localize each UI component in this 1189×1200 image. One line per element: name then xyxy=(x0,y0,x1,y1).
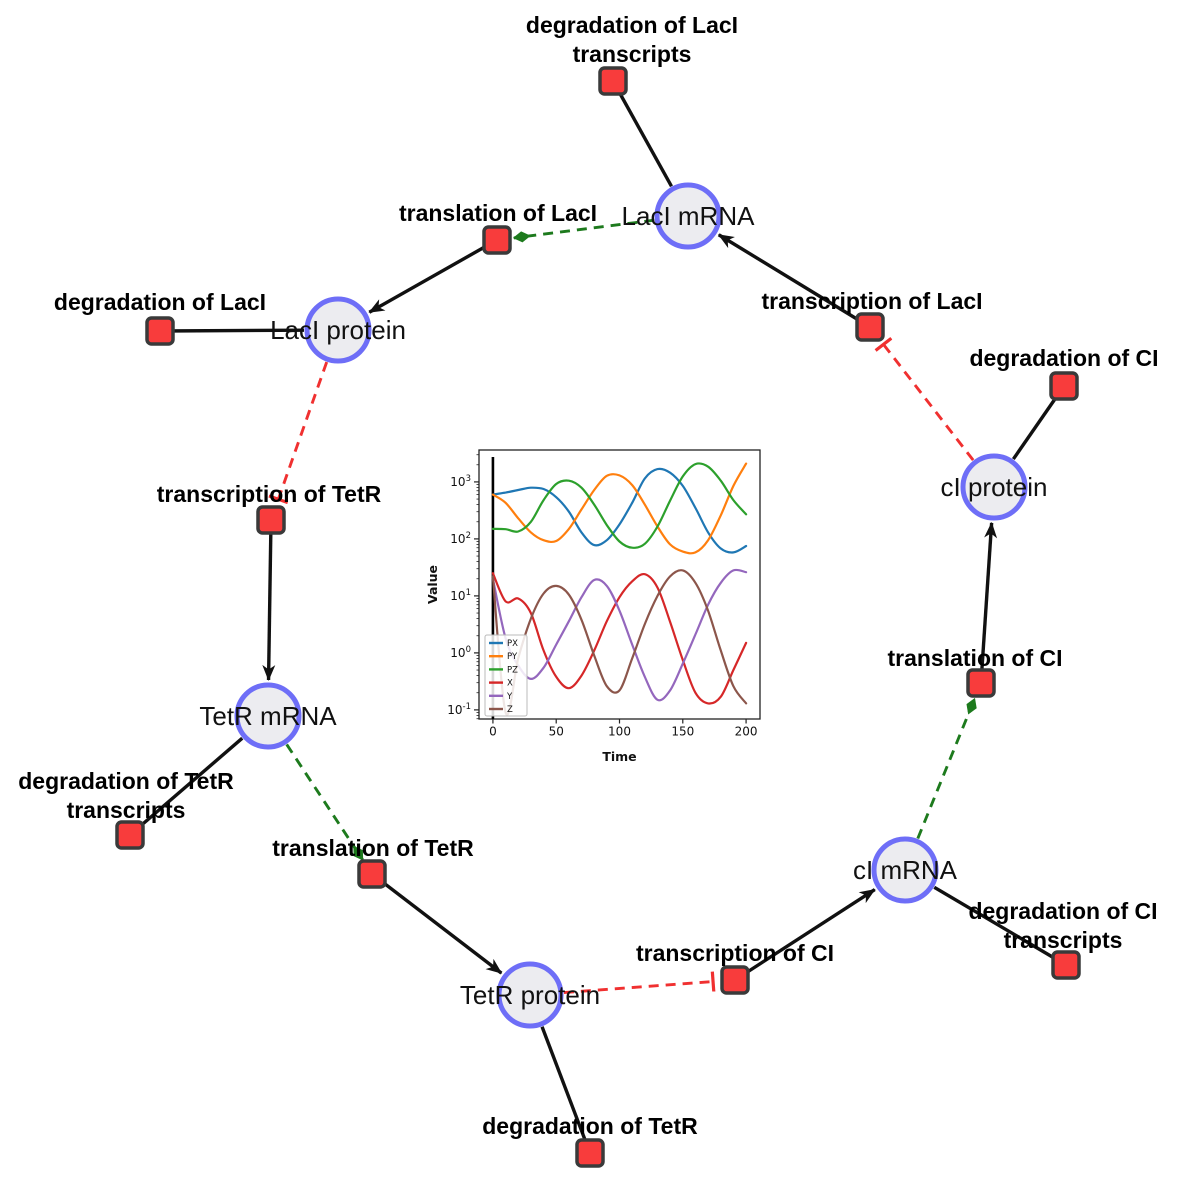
edge-tetr_mrna-deg_tetr_tx xyxy=(128,736,244,837)
y-axis-label: Value xyxy=(426,565,440,604)
reaction-node-deg_ci[interactable] xyxy=(1049,371,1079,401)
x-tick-label: 150 xyxy=(671,725,694,739)
species-node-laci_protein[interactable] xyxy=(304,296,372,364)
edge-transcription_laci-laci_mrna xyxy=(717,233,871,329)
reaction-label-transcription_laci: transcription of LacI xyxy=(761,288,982,314)
legend-label-X: X xyxy=(507,679,513,689)
edge-translation_ci-ci_protein xyxy=(979,521,998,684)
species-node-ci_mrna[interactable] xyxy=(871,836,939,904)
reaction-label-translation_ci: translation of CI xyxy=(887,645,1062,671)
edge-ci_mrna-deg_ci_tx xyxy=(933,885,1067,967)
legend-box xyxy=(484,634,528,717)
reaction-node-translation_ci[interactable] xyxy=(966,668,996,698)
reaction-label-translation_tetr: translation of TetR xyxy=(272,835,474,861)
edge-transcription_ci-ci_mrna xyxy=(734,888,876,982)
edge-tetr_protein-deg_tetr xyxy=(540,1026,592,1154)
reaction-node-transcription_laci[interactable] xyxy=(855,312,885,342)
reaction-node-deg_laci_tx[interactable] xyxy=(598,66,628,96)
species-node-laci_mrna[interactable] xyxy=(654,182,722,250)
legend-label-Y: Y xyxy=(506,692,513,702)
reaction-label-deg_laci: degradation of LacI xyxy=(54,289,266,315)
edge-translation_laci-laci_protein xyxy=(368,238,498,314)
legend-label-PZ: PZ xyxy=(507,665,518,675)
edge-ci_mrna-translation_ci xyxy=(916,697,977,840)
reaction-node-deg_laci[interactable] xyxy=(145,316,175,346)
nodes xyxy=(115,66,1081,1168)
species-label-ci_protein: cI protein xyxy=(941,472,1048,502)
y-tick-label: 10-1 xyxy=(447,702,471,717)
species-node-ci_protein[interactable] xyxy=(960,453,1028,521)
reaction-node-deg_tetr_tx[interactable] xyxy=(115,820,145,850)
legend-label-PX: PX xyxy=(507,639,518,649)
y-tick-label: 100 xyxy=(450,645,471,660)
y-tick-label: 101 xyxy=(450,588,471,603)
series-PY xyxy=(491,462,748,555)
edge-laci_protein-deg_laci xyxy=(159,328,305,333)
reaction-label-deg_ci_tx: degradation of CI transcripts xyxy=(968,898,1157,953)
species-label-tetr_protein: TetR protein xyxy=(460,980,600,1010)
reaction-label-deg_laci_tx: degradation of LacI transcripts xyxy=(526,12,738,67)
species-label-ci_mrna: cI mRNA xyxy=(853,855,958,885)
species-label-laci_protein: LacI protein xyxy=(270,315,406,345)
edge-ci_protein-transcription_laci xyxy=(874,336,975,462)
legend-label-Z: Z xyxy=(507,705,513,715)
edge-translation_tetr-tetr_protein xyxy=(370,872,503,975)
reaction-label-deg_ci: degradation of CI xyxy=(969,345,1158,371)
reaction-node-deg_ci_tx[interactable] xyxy=(1051,950,1081,980)
edge-tetr_protein-transcription_ci xyxy=(563,971,716,994)
edge-tetr_mrna-translation_tetr xyxy=(285,743,364,861)
labels: degradation of LacI transcripts translatio… xyxy=(18,12,1158,1139)
reaction-node-transcription_ci[interactable] xyxy=(720,965,750,995)
species-label-laci_mrna: LacI mRNA xyxy=(622,201,756,231)
reaction-node-deg_tetr[interactable] xyxy=(575,1138,605,1168)
series-Y xyxy=(491,568,748,702)
edge-laci_protein-transcription_tetr xyxy=(268,361,329,505)
series-X xyxy=(491,572,748,705)
species-label-tetr_mrna: TetR mRNA xyxy=(199,701,337,731)
reaction-node-translation_laci[interactable] xyxy=(482,225,512,255)
timecourse-plot: 0 50 100 150 200 10-1 100 101 102 103 Time Value PX P… xyxy=(425,436,774,766)
x-tick-label: 100 xyxy=(608,725,631,739)
edges xyxy=(128,80,1067,1154)
species-node-tetr_mrna[interactable] xyxy=(234,682,302,750)
reaction-node-transcription_tetr[interactable] xyxy=(256,505,286,535)
plot-svg: 0 50 100 150 200 10-1 100 101 102 103 Time Value PX P… xyxy=(425,449,761,764)
legend-label-PY: PY xyxy=(507,652,518,662)
species-node-tetr_protein[interactable] xyxy=(496,961,564,1029)
x-tick-label: 0 xyxy=(489,725,497,739)
reaction-label-translation_laci: translation of LacI xyxy=(399,200,597,226)
series-PX xyxy=(491,467,748,554)
series-PZ xyxy=(491,462,748,549)
reaction-node-translation_tetr[interactable] xyxy=(357,859,387,889)
x-axis-label: Time xyxy=(602,749,636,764)
edge-laci_mrna-translation_laci xyxy=(512,218,655,243)
y-tick-label: 103 xyxy=(450,474,471,489)
reaction-label-deg_tetr: degradation of TetR xyxy=(482,1113,698,1139)
reaction-label-deg_tetr_tx: degradation of TetR transcripts xyxy=(18,768,234,823)
series-Z xyxy=(491,569,748,716)
y-tick-label: 102 xyxy=(450,531,471,546)
reaction-label-transcription_tetr: transcription of TetR xyxy=(157,481,382,507)
edge-transcription_tetr-tetr_mrna xyxy=(262,519,276,682)
x-tick-label: 50 xyxy=(549,725,564,739)
x-tick-label: 200 xyxy=(735,725,758,739)
reaction-label-transcription_ci: transcription of CI xyxy=(636,940,834,966)
edge-laci_mrna-deg_laci_tx xyxy=(611,80,673,188)
